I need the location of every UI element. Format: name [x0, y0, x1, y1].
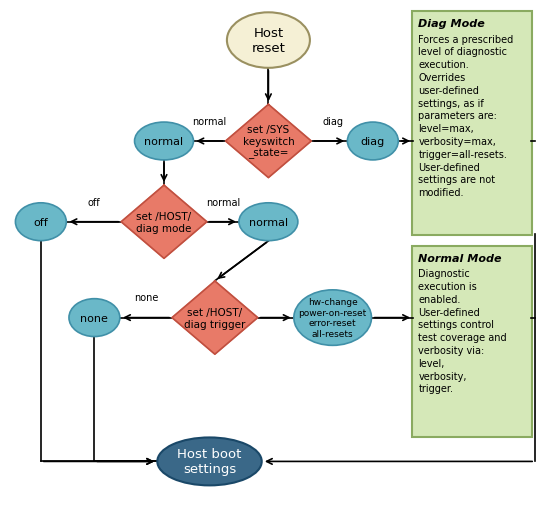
Text: normal: normal: [192, 117, 227, 127]
Text: off: off: [87, 197, 100, 207]
Text: diag: diag: [322, 117, 343, 127]
Text: none: none: [134, 293, 158, 303]
Text: Host boot
settings: Host boot settings: [177, 447, 242, 476]
Ellipse shape: [227, 13, 310, 69]
Text: Host
reset: Host reset: [252, 27, 285, 55]
Ellipse shape: [157, 437, 262, 485]
Text: set /SYS
keyswitch
_state=: set /SYS keyswitch _state=: [242, 124, 294, 159]
Text: none: none: [80, 313, 109, 323]
Polygon shape: [226, 105, 311, 178]
Text: Forces a prescribed
level of diagnostic
execution.
Overrides
user-defined
settin: Forces a prescribed level of diagnostic …: [418, 34, 514, 198]
Text: hw-change
power-on-reset
error-reset
all-resets: hw-change power-on-reset error-reset all…: [299, 298, 367, 338]
Text: Normal Mode: Normal Mode: [418, 254, 502, 264]
Text: set /HOST/
diag trigger: set /HOST/ diag trigger: [184, 307, 246, 329]
Ellipse shape: [239, 204, 298, 241]
Text: normal: normal: [206, 197, 240, 207]
Ellipse shape: [69, 299, 120, 337]
Polygon shape: [172, 281, 258, 355]
Ellipse shape: [134, 123, 193, 161]
Text: Diag Mode: Diag Mode: [418, 19, 485, 29]
Ellipse shape: [347, 123, 399, 161]
FancyBboxPatch shape: [412, 246, 532, 437]
Text: Diagnostic
execution is
enabled.
User-defined
settings control
test coverage and: Diagnostic execution is enabled. User-de…: [418, 269, 507, 393]
Ellipse shape: [294, 290, 372, 345]
Text: normal: normal: [249, 217, 288, 227]
Text: set /HOST/
diag mode: set /HOST/ diag mode: [136, 211, 192, 233]
Ellipse shape: [16, 204, 66, 241]
Text: off: off: [33, 217, 48, 227]
Text: diag: diag: [361, 137, 385, 146]
Polygon shape: [121, 186, 207, 259]
FancyBboxPatch shape: [412, 12, 532, 236]
Text: normal: normal: [144, 137, 184, 146]
